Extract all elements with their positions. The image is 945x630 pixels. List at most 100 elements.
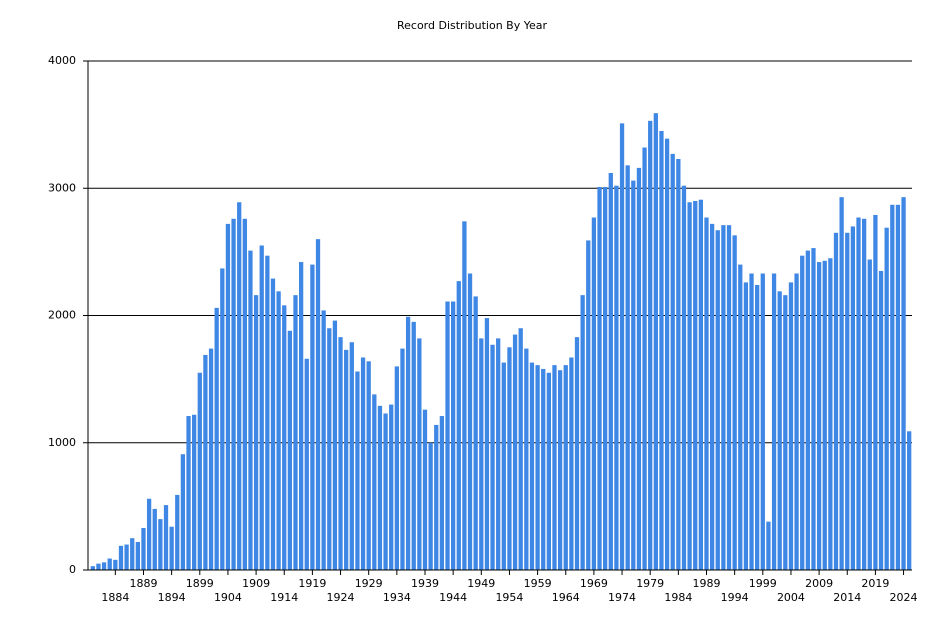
bar <box>484 318 490 570</box>
bar <box>901 197 906 570</box>
bar <box>603 186 608 571</box>
chart-title: Record Distribution By Year <box>397 19 547 32</box>
bar <box>237 202 242 570</box>
bar <box>563 365 568 570</box>
bar <box>372 394 377 570</box>
bar <box>276 291 281 570</box>
bar <box>389 404 394 570</box>
bar <box>175 494 180 570</box>
bar <box>648 120 653 571</box>
x-tick-label: 1944 <box>439 591 467 604</box>
bar <box>715 230 720 570</box>
bar <box>895 204 901 571</box>
x-tick-label: 1894 <box>158 591 186 604</box>
bar <box>890 204 895 571</box>
bar <box>327 328 332 570</box>
bar <box>439 416 445 570</box>
bar <box>597 186 602 571</box>
bar <box>614 185 619 570</box>
bar <box>163 505 169 570</box>
bar <box>186 416 191 570</box>
bar <box>293 295 298 570</box>
bar <box>512 334 518 570</box>
bar <box>546 372 551 570</box>
bar <box>107 558 112 570</box>
bar <box>631 180 636 571</box>
bar <box>766 521 771 570</box>
y-tick-label: 4000 <box>48 54 76 67</box>
bar <box>141 528 146 570</box>
bar <box>653 113 658 571</box>
x-tick-label: 1914 <box>270 591 298 604</box>
bar <box>535 365 540 570</box>
bar <box>462 221 467 570</box>
bar <box>822 260 827 570</box>
bar <box>253 295 259 570</box>
bar <box>242 218 247 571</box>
x-tick-label: 2009 <box>805 577 833 590</box>
bar <box>225 223 231 570</box>
bar <box>422 409 428 570</box>
bar <box>496 338 501 570</box>
x-tick-label: 1884 <box>101 591 129 604</box>
bar <box>856 217 861 570</box>
bar <box>873 214 878 570</box>
x-tick-label: 1979 <box>636 577 664 590</box>
x-tick-label: 2004 <box>777 591 805 604</box>
bar <box>310 264 315 570</box>
bar <box>670 153 675 570</box>
bar <box>400 348 405 570</box>
bar <box>878 270 884 570</box>
bar <box>850 226 856 571</box>
x-tick-label: 1989 <box>693 577 721 590</box>
x-tick-label: 2014 <box>833 591 861 604</box>
bar <box>118 545 124 570</box>
bar <box>124 544 129 570</box>
bar <box>755 284 760 570</box>
bar <box>101 562 107 570</box>
x-tick-label: 1889 <box>129 577 157 590</box>
bar <box>383 413 388 570</box>
bar <box>180 454 186 570</box>
bar <box>338 337 343 570</box>
bar <box>248 250 253 571</box>
bar <box>146 498 152 570</box>
bar <box>473 296 478 570</box>
bar <box>828 258 833 570</box>
bar <box>451 301 456 570</box>
bar <box>704 217 709 570</box>
bar <box>518 328 523 570</box>
bar <box>676 158 681 571</box>
bar <box>490 344 495 570</box>
bar <box>282 305 287 570</box>
bar <box>265 255 270 570</box>
bar <box>698 199 704 570</box>
x-tick-label: 1994 <box>721 591 749 604</box>
bar <box>214 307 219 570</box>
bar <box>664 138 670 570</box>
bar <box>405 316 411 570</box>
x-tick-label: 1974 <box>608 591 636 604</box>
bar <box>298 262 304 570</box>
bar <box>315 239 321 570</box>
x-tick-label: 2024 <box>890 591 918 604</box>
x-tick-label: 1969 <box>580 577 608 590</box>
bar <box>411 321 416 570</box>
bar <box>783 295 788 570</box>
bar <box>377 405 383 570</box>
bar <box>552 365 557 570</box>
bar <box>355 371 360 570</box>
bar <box>619 123 625 570</box>
bar <box>130 538 135 570</box>
bar <box>625 165 630 570</box>
x-tick-label: 1939 <box>411 577 439 590</box>
bar <box>501 362 506 570</box>
bar <box>732 235 737 570</box>
bar <box>332 320 338 570</box>
bar <box>884 227 889 570</box>
bar <box>580 295 585 570</box>
x-tick-label: 1949 <box>467 577 495 590</box>
bar <box>192 414 197 570</box>
bar <box>771 273 777 570</box>
bar <box>529 362 535 570</box>
